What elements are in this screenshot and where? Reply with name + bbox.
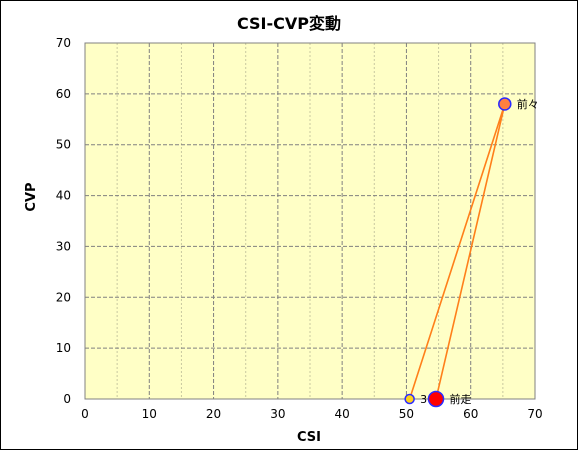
data-label: 前々	[517, 97, 539, 111]
y-tick-label: 50	[56, 138, 71, 152]
plot-border	[84, 42, 536, 400]
x-tick-label: 50	[399, 407, 414, 421]
x-tick-label: 60	[463, 407, 478, 421]
y-tick-label: 20	[56, 290, 71, 304]
y-tick-label: 70	[56, 36, 71, 50]
x-tick-label: 40	[335, 407, 350, 421]
data-label: 前走	[450, 392, 472, 406]
y-tick-label: 40	[56, 189, 71, 203]
data-point	[498, 97, 512, 111]
x-tick-label: 10	[142, 407, 157, 421]
x-tick-label: 30	[270, 407, 285, 421]
data-point	[404, 393, 415, 405]
x-axis-label: CSI	[297, 430, 321, 445]
y-tick-label: 0	[63, 392, 71, 406]
y-tick-label: 60	[56, 87, 71, 101]
x-tick-label: 20	[206, 407, 221, 421]
data-label: 3	[420, 393, 427, 406]
y-axis-label: CVP	[24, 182, 39, 211]
x-tick-label: 70	[527, 407, 542, 421]
y-tick-label: 30	[56, 239, 71, 253]
y-tick-label: 10	[56, 341, 71, 355]
chart-title: CSI-CVP変動	[237, 14, 341, 33]
x-tick-label: 0	[81, 407, 89, 421]
data-point	[427, 390, 445, 408]
